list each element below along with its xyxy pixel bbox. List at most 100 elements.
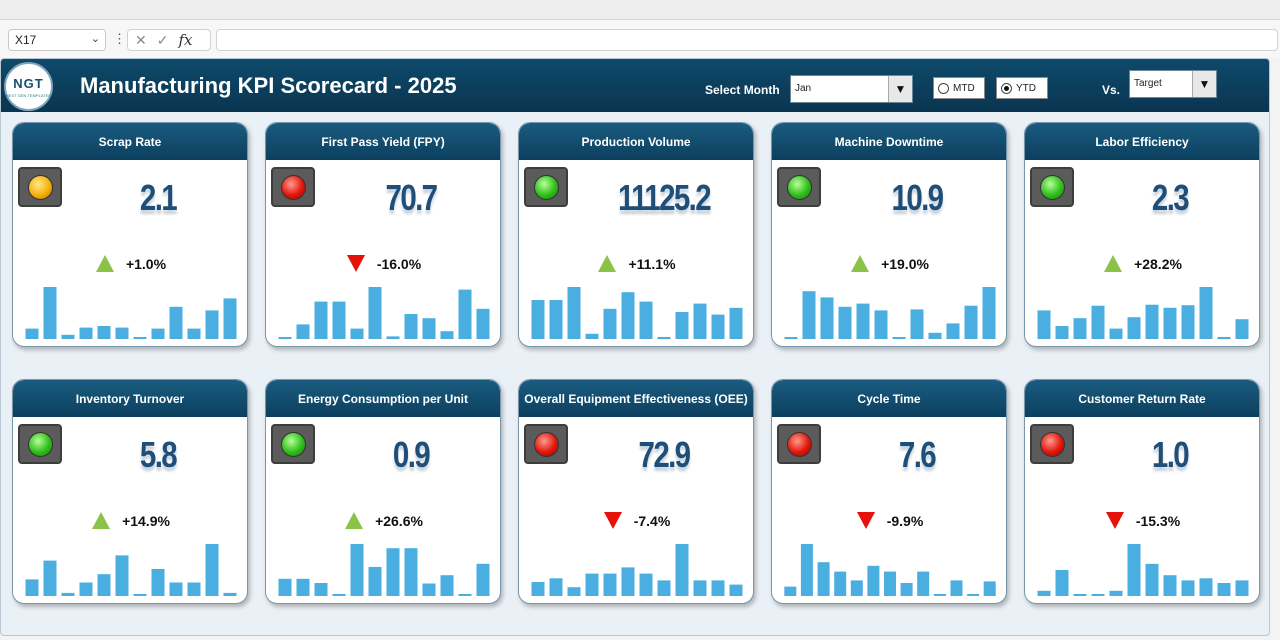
kpi-card[interactable]: Cycle Time 7.6 -9.9% — [771, 379, 1007, 604]
kpi-card[interactable]: Inventory Turnover 5.8 +14.9% — [12, 379, 248, 604]
radio-icon[interactable] — [938, 82, 949, 94]
insert-function-icon[interactable]: fx — [178, 31, 193, 49]
kpi-trend-chart — [1037, 287, 1249, 339]
ytd-radio[interactable]: YTD — [996, 77, 1048, 99]
kpi-card[interactable]: Production Volume 11125.2 +11.1% — [518, 122, 754, 347]
kpi-change-value: +19.0% — [881, 255, 929, 272]
kpi-change: +19.0% — [772, 255, 1006, 272]
trend-bar — [151, 328, 165, 339]
trend-bar — [187, 582, 201, 596]
formula-bar: X17 ⌄ ⋮ ✕ ✓ fx — [0, 20, 1280, 58]
kpi-title: Inventory Turnover — [13, 380, 247, 417]
traffic-light-green-icon — [533, 174, 559, 200]
kpi-card[interactable]: Overall Equipment Effectiveness (OEE) 72.… — [518, 379, 754, 604]
chevron-down-icon[interactable]: ⌄ — [90, 33, 100, 45]
compare-value: Target — [1134, 78, 1162, 89]
dropdown-arrow-icon[interactable]: ▼ — [1192, 71, 1216, 97]
arrow-up-icon — [851, 255, 870, 272]
trend-bar — [25, 328, 39, 339]
trend-bar — [639, 301, 653, 339]
formula-buttons: ✕ ✓ fx — [127, 29, 211, 51]
name-box[interactable]: X17 ⌄ — [8, 29, 106, 51]
kpi-change-value: -15.3% — [1135, 512, 1181, 529]
trend-bar — [1235, 580, 1249, 596]
select-month-label: Select Month — [705, 83, 780, 97]
trend-bar — [784, 586, 797, 596]
trend-bar — [350, 544, 364, 596]
compare-dropdown[interactable]: Target ▼ — [1129, 70, 1217, 98]
trend-bar — [25, 579, 39, 596]
trend-bar — [1145, 304, 1159, 339]
trend-bar — [784, 337, 798, 339]
kpi-card[interactable]: Machine Downtime 10.9 +19.0% — [771, 122, 1007, 347]
kpi-card[interactable]: First Pass Yield (FPY) 70.7 -16.0% — [265, 122, 501, 347]
trend-bar — [187, 328, 201, 339]
mtd-radio[interactable]: MTD — [933, 77, 985, 99]
kpi-change-value: +1.0% — [125, 255, 167, 272]
trend-bar — [1199, 287, 1213, 339]
kpi-card[interactable]: Customer Return Rate 1.0 -15.3% — [1024, 379, 1260, 604]
month-dropdown[interactable]: Jan ▼ — [790, 75, 913, 103]
trend-bar — [223, 592, 237, 596]
trend-bar — [115, 327, 129, 339]
trend-bar — [332, 301, 346, 339]
trend-bar — [1127, 544, 1141, 596]
kpi-title: Machine Downtime — [772, 123, 1006, 160]
trend-bar — [79, 582, 93, 596]
kpi-card[interactable]: Scrap Rate 2.1 +1.0% — [12, 122, 248, 347]
trend-bar — [531, 582, 545, 596]
dashboard: NGT NEXT GEN TEMPLATES Manufacturing KPI… — [0, 58, 1270, 636]
traffic-light-green-icon — [280, 431, 306, 457]
trend-bar — [169, 582, 183, 596]
trend-bar — [967, 594, 980, 596]
trend-bar — [964, 305, 978, 339]
arrow-down-icon — [1105, 512, 1124, 529]
trend-bar — [603, 308, 617, 339]
kpi-trend-chart — [1037, 544, 1249, 596]
trend-bar — [458, 594, 472, 596]
arrow-down-icon — [346, 255, 365, 272]
trend-bar — [856, 303, 870, 339]
trend-bar — [603, 573, 617, 596]
kpi-change: +26.6% — [266, 512, 500, 529]
trend-bar — [946, 323, 960, 339]
kpi-value: 5.8 — [139, 434, 178, 475]
cancel-icon[interactable]: ✕ — [135, 31, 147, 48]
more-options-icon[interactable]: ⋮ — [113, 31, 126, 46]
kpi-card[interactable]: Labor Efficiency 2.3 +28.2% — [1024, 122, 1260, 347]
formula-input[interactable] — [216, 29, 1278, 51]
status-light — [271, 424, 315, 464]
kpi-value: 2.1 — [139, 177, 178, 218]
trend-bar — [205, 310, 219, 339]
trend-bar — [1163, 575, 1177, 596]
traffic-light-green-icon — [1039, 174, 1065, 200]
dropdown-arrow-icon[interactable]: ▼ — [888, 76, 912, 102]
trend-bar — [422, 583, 436, 596]
trend-bar — [928, 332, 942, 339]
trend-bar — [639, 573, 653, 596]
trend-bar — [884, 571, 896, 596]
trend-bar — [657, 580, 671, 596]
status-light — [1030, 424, 1074, 464]
kpi-card[interactable]: Energy Consumption per Unit 0.9 +26.6% — [265, 379, 501, 604]
company-logo: NGT NEXT GEN TEMPLATES — [4, 62, 53, 111]
trend-bar — [43, 560, 57, 596]
check-icon[interactable]: ✓ — [156, 31, 169, 48]
trend-bar — [729, 584, 743, 596]
status-light — [524, 424, 568, 464]
trend-bar — [314, 583, 328, 596]
arrow-up-icon — [92, 512, 111, 529]
trend-bar — [982, 287, 996, 339]
logo-text: NGT — [13, 75, 44, 91]
status-light — [777, 167, 821, 207]
trend-bar — [800, 544, 813, 596]
arrow-up-icon — [598, 255, 617, 272]
status-light — [777, 424, 821, 464]
trend-bar — [1163, 307, 1177, 339]
traffic-light-red-icon — [533, 431, 559, 457]
radio-selected-icon[interactable] — [1001, 82, 1012, 94]
kpi-title: Production Volume — [519, 123, 753, 160]
kpi-change: +1.0% — [13, 255, 247, 272]
trend-bar — [950, 580, 963, 596]
trend-bar — [802, 291, 816, 339]
